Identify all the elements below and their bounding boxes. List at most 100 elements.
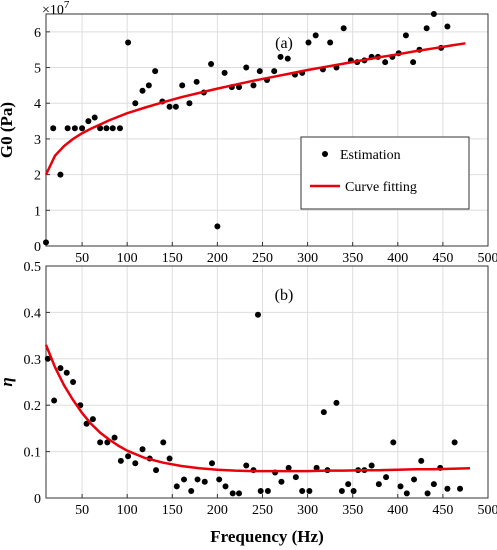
axes-frame-a	[45, 13, 489, 247]
data-point	[79, 125, 86, 132]
data-point	[292, 474, 299, 481]
data-point	[83, 420, 90, 427]
data-point	[63, 369, 70, 376]
data-point	[397, 483, 404, 490]
data-point	[320, 409, 327, 416]
data-point	[313, 464, 320, 471]
legend-box	[300, 136, 470, 210]
data-point	[173, 483, 180, 490]
x-tick-label: 350	[342, 251, 363, 266]
y-axis-label-a: G0 (Pa)	[0, 102, 16, 158]
x-tick-label: 500	[478, 251, 497, 266]
data-point	[152, 68, 159, 75]
data-point	[403, 490, 410, 497]
data-point	[236, 84, 243, 91]
data-point	[160, 439, 167, 446]
data-point	[166, 103, 173, 110]
data-point	[236, 490, 243, 497]
data-point	[44, 355, 51, 362]
data-point	[444, 23, 451, 30]
data-point	[97, 125, 104, 132]
legend: Estimation Curve fitting	[300, 136, 470, 210]
grid-b	[46, 265, 489, 499]
data-point	[139, 446, 146, 453]
data-point	[382, 59, 389, 66]
data-point	[430, 11, 437, 17]
x-tick-label: 100	[117, 251, 138, 266]
data-point	[243, 462, 250, 469]
data-point	[229, 490, 236, 497]
x-tick-label: 250	[252, 503, 273, 518]
data-point	[111, 434, 118, 441]
y-tick-label: 2	[34, 169, 41, 184]
x-tick-label: 300	[297, 503, 318, 518]
legend-marker-estimation	[322, 151, 328, 157]
data-point	[50, 125, 57, 132]
panel-a: 50 100 150 200 250 300 350 400 450 500 0 1 2 3 4 5 6 ×1…	[0, 0, 497, 266]
data-point	[277, 53, 284, 60]
data-point	[411, 476, 418, 483]
x-tick-labels-a: 50 100 150 200 250 300 350 400 450 500	[75, 251, 497, 266]
y-tick-label: 0.1	[24, 446, 42, 461]
y-tick-labels-a: 0 1 2 3 4 5 6	[34, 26, 41, 255]
y-tick-label: 0	[34, 240, 41, 255]
x-tick-label: 150	[162, 251, 183, 266]
data-point	[423, 25, 430, 32]
x-tick-label: 300	[297, 251, 318, 266]
data-point	[145, 82, 152, 89]
data-point	[418, 457, 425, 464]
data-point	[139, 87, 146, 94]
data-point	[424, 490, 431, 497]
data-point	[70, 379, 77, 385]
x-tick-label: 450	[432, 251, 453, 266]
data-point	[43, 239, 49, 246]
data-point	[117, 457, 124, 464]
data-point	[285, 464, 292, 471]
y-axis-label-b: η	[0, 377, 16, 386]
data-point	[116, 125, 123, 132]
x-tick-labels-b: 50 100 150 200 250 300 350 400 450 500	[75, 503, 497, 518]
data-point	[430, 481, 437, 488]
data-point	[103, 125, 110, 132]
y-tick-label: 0.5	[24, 260, 42, 275]
data-point	[350, 488, 357, 495]
data-point	[57, 171, 64, 178]
data-point	[91, 114, 98, 121]
data-point	[125, 453, 132, 460]
x-tick-label: 350	[342, 503, 363, 518]
x-tick-label: 400	[387, 503, 408, 518]
data-point	[166, 455, 173, 462]
data-point	[257, 488, 264, 495]
data-point	[222, 483, 229, 490]
data-point	[243, 64, 250, 71]
y-tick-label: 3	[34, 133, 41, 148]
y-tick-labels-b: 0 0.1 0.2 0.3 0.4 0.5	[24, 260, 42, 507]
data-point	[153, 467, 160, 474]
data-point	[97, 439, 104, 446]
data-point	[214, 223, 221, 230]
data-point	[256, 68, 263, 75]
data-point	[64, 125, 71, 132]
data-point	[271, 68, 278, 75]
x-tick-label: 200	[207, 251, 228, 266]
data-point	[208, 60, 215, 67]
y-tick-label: 0.4	[24, 306, 42, 321]
data-point	[172, 103, 179, 110]
axes-frame-b	[45, 265, 489, 499]
data-point	[444, 485, 451, 492]
data-point	[410, 59, 417, 66]
data-point	[333, 399, 340, 406]
legend-label-curve-fitting: Curve fitting	[345, 180, 417, 195]
series-a	[43, 11, 466, 246]
data-point	[193, 78, 200, 85]
data-point	[125, 39, 132, 46]
panel-b: 50 100 150 200 250 300 350 400 450 500 0 0.1 0.2 0.3…	[0, 260, 497, 546]
data-point	[299, 488, 306, 495]
y-tick-label: 0.3	[24, 353, 42, 368]
data-point	[306, 488, 313, 495]
x-tick-label: 400	[387, 251, 408, 266]
series-b	[44, 311, 471, 497]
data-point	[208, 460, 215, 467]
fit-curve	[44, 344, 471, 473]
